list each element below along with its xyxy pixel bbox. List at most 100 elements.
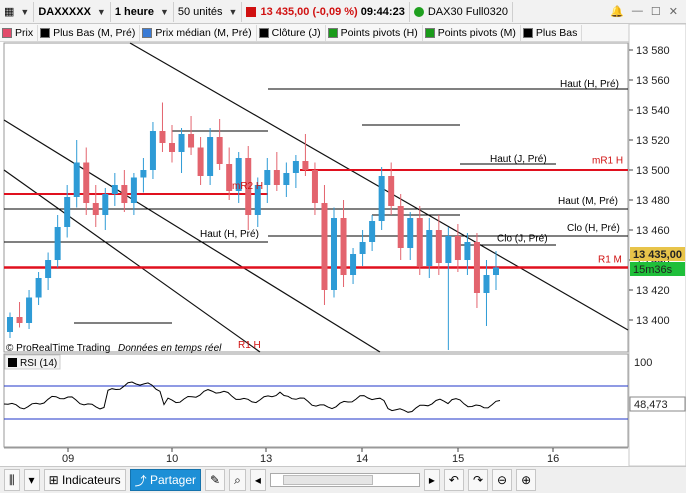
candle-body xyxy=(226,164,233,191)
horizontal-scrollbar[interactable] xyxy=(269,473,420,487)
candle-body xyxy=(302,161,309,170)
undo-button[interactable]: ↶ xyxy=(443,469,464,491)
candle-body xyxy=(216,137,223,164)
time-tick-label: 14 xyxy=(356,453,368,465)
units-label: 50 unités xyxy=(177,5,223,18)
price-axis[interactable] xyxy=(628,23,686,466)
price-axis-ticks: 13 580 13 560 13 540 13 520 13 500 13 480 13 4… xyxy=(629,45,670,327)
share-icon: ⤴ xyxy=(134,473,150,488)
zoom-tool-button[interactable]: ⌕ xyxy=(229,469,246,491)
contract-label: DAX30 Full0320 xyxy=(427,5,508,18)
candle-body xyxy=(7,317,13,332)
candle-icon: ⫼ xyxy=(9,472,15,487)
legend-item[interactable]: Points pivots (H) xyxy=(326,24,423,41)
trend-line xyxy=(3,169,261,353)
candle-body xyxy=(197,147,204,176)
zoom-out-icon: ⊖ xyxy=(497,473,508,487)
time-tick-label: 09 xyxy=(62,453,74,465)
scroll-thumb[interactable] xyxy=(282,475,373,485)
candle-body xyxy=(454,236,461,260)
pencil-icon: ✎ xyxy=(210,473,221,487)
minimize-icon[interactable]: — xyxy=(631,5,643,17)
bell-icon[interactable]: 🔔 xyxy=(610,6,624,18)
candle-body xyxy=(378,176,385,221)
countdown-label: 15m36s xyxy=(633,264,673,276)
candle-body xyxy=(207,137,214,176)
time-tick-label: 10 xyxy=(166,453,178,465)
close-icon[interactable]: ✕ xyxy=(668,6,678,18)
price-tick-label: 13 500 xyxy=(636,165,670,177)
units-selector[interactable]: 50 unités ▼ xyxy=(174,1,243,22)
rsi-panel[interactable] xyxy=(3,353,629,448)
price-tick-label: 13 560 xyxy=(636,75,670,87)
legend-item[interactable]: Plus Bas (M, Pré) xyxy=(38,24,141,41)
price-tick-label: 13 480 xyxy=(636,195,670,207)
legend-item[interactable]: Plus Bas xyxy=(521,24,583,41)
candle-body xyxy=(64,197,71,227)
legend-item[interactable]: Prix médian (M, Pré) xyxy=(140,24,257,41)
rsi-line xyxy=(3,381,501,413)
candle-body xyxy=(435,230,442,263)
price-change: (-0,09 %) xyxy=(312,5,358,18)
legend-item[interactable]: Prix xyxy=(0,24,39,41)
candle-body xyxy=(102,194,109,215)
price-tick-label: 13 400 xyxy=(636,315,670,327)
level-label: Haut (J, Pré) xyxy=(490,154,547,165)
top-toolbar: ▦ ▼ DAXXXXX ▼ 1 heure ▼ 50 unités ▼ 13 435,0… xyxy=(0,0,686,24)
candle-body xyxy=(178,134,185,152)
favorite-button[interactable]: ▦ ▼ xyxy=(0,1,35,22)
watermark: © ProRealTime Trading xyxy=(6,343,110,354)
instrument-selector[interactable]: DAXXXXX ▼ xyxy=(34,1,111,22)
candle-body xyxy=(159,131,166,143)
candle-body xyxy=(493,267,499,275)
timeframe-label: 1 heure xyxy=(114,5,154,18)
status-icon xyxy=(413,6,424,17)
scroll-right-button[interactable]: ▸ xyxy=(423,469,440,491)
candle-body xyxy=(111,185,118,194)
price-tick-label: 13 460 xyxy=(636,225,670,237)
draw-tool-button[interactable]: ✎ xyxy=(205,469,226,491)
candle-body xyxy=(331,218,337,290)
level-label: mR2 H xyxy=(232,181,263,192)
candle-body xyxy=(83,162,90,203)
zoom-in-button[interactable]: ⊕ xyxy=(516,469,537,491)
price-tick-label: 13 520 xyxy=(636,135,670,147)
chevron-down-icon: ▼ xyxy=(159,6,169,17)
level-label: R1 M xyxy=(598,255,622,266)
share-button[interactable]: ⤴ Partager xyxy=(129,469,202,491)
legend-item[interactable]: Clôture (J) xyxy=(257,24,326,41)
candle-body xyxy=(92,203,99,215)
legend-label: Points pivots (H) xyxy=(340,26,418,39)
maximize-icon[interactable]: ☐ xyxy=(650,6,661,18)
indicators-button[interactable]: ⊞ Indicateurs xyxy=(43,469,126,491)
time-tick-label: 13 xyxy=(260,453,272,465)
zoom-out-button[interactable]: ⊖ xyxy=(492,469,513,491)
level-label: R1 H xyxy=(238,340,261,351)
chart-type-button[interactable]: ⫼ xyxy=(4,469,20,491)
candles xyxy=(7,102,499,350)
candle-body xyxy=(26,297,33,323)
candle-body xyxy=(130,177,137,203)
level-labels: Haut (H, Pré) Haut (J, Pré) mR1 H Haut (M, … xyxy=(200,79,623,351)
redo-button[interactable]: ↷ xyxy=(467,469,489,491)
candle-body xyxy=(54,227,61,260)
candle-body xyxy=(359,242,366,254)
time-tick-label: 16 xyxy=(547,453,559,465)
dropdown-button[interactable]: ▾ xyxy=(23,469,40,491)
legend-swatch xyxy=(327,27,338,38)
legend-item[interactable]: Points pivots (M) xyxy=(423,24,521,41)
timeframe-selector[interactable]: 1 heure ▼ xyxy=(111,1,174,22)
legend-label: Prix médian (M, Pré) xyxy=(155,26,252,39)
candle-body xyxy=(473,242,480,293)
contract-info: DAX30 Full0320 xyxy=(410,1,513,22)
chart-area[interactable]: Haut (H, Pré) Haut (J, Pré) mR1 H Haut (M, … xyxy=(0,0,686,466)
legend-swatch xyxy=(522,27,533,38)
candle-body xyxy=(445,236,452,263)
legend-swatch xyxy=(258,27,269,38)
current-price-box xyxy=(630,247,685,261)
candle-body xyxy=(292,161,299,173)
indicator-legend: Prix Plus Bas (M, Pré) Prix médian (M, Pré… xyxy=(0,24,630,42)
candle-body xyxy=(350,254,357,275)
scroll-left-button[interactable]: ◂ xyxy=(249,469,266,491)
legend-swatch xyxy=(2,27,12,38)
